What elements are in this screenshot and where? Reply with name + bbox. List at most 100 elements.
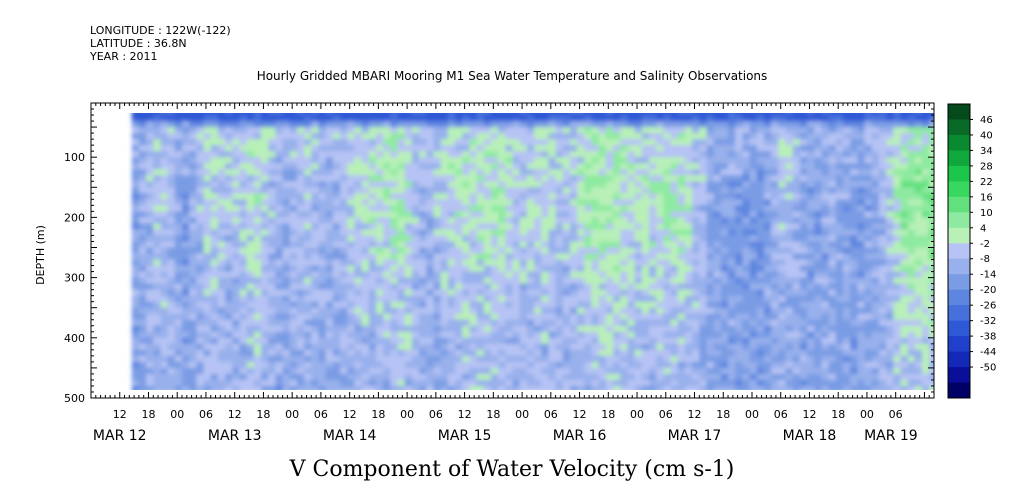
heatmap-cell — [253, 373, 262, 381]
heatmap-cell — [713, 139, 722, 146]
heatmap-cell — [713, 223, 722, 230]
heatmap-cell — [182, 151, 190, 158]
heatmap-cell — [440, 145, 449, 152]
heatmap-cell — [735, 277, 743, 285]
heatmap-cell — [835, 205, 844, 212]
heatmap-cell — [799, 241, 808, 249]
heatmap-cell — [886, 145, 894, 152]
heatmap-cell — [742, 337, 751, 345]
heatmap-cell — [620, 265, 629, 273]
heatmap-cell — [821, 307, 830, 315]
heatmap-cell — [282, 133, 291, 140]
heatmap-cell — [347, 307, 356, 315]
heatmap-cell — [426, 277, 435, 285]
heatmap-cell — [792, 205, 801, 212]
heatmap-cell — [203, 265, 212, 273]
heatmap-cell — [634, 187, 643, 194]
heatmap-cell — [878, 295, 887, 303]
heatmap-cell — [174, 235, 183, 242]
heatmap-cell — [131, 157, 140, 164]
heatmap-cell — [447, 373, 456, 381]
heatmap-cell — [483, 295, 492, 303]
heatmap-cell — [720, 379, 729, 387]
heatmap-cell — [347, 205, 356, 212]
heatmap-cell — [383, 169, 391, 176]
heatmap-cell — [498, 386, 506, 390]
heatmap-cell — [605, 373, 614, 381]
heatmap-cell — [641, 193, 650, 200]
heatmap-cell — [620, 139, 629, 146]
heatmap-cell — [261, 361, 269, 369]
heatmap-cell — [282, 211, 291, 218]
heatmap-cell — [282, 247, 291, 255]
heatmap-cell — [562, 259, 571, 267]
heatmap-cell — [534, 223, 542, 230]
heatmap-cell — [843, 205, 851, 212]
heatmap-cell — [634, 343, 643, 351]
heatmap-cell — [864, 259, 873, 267]
heatmap-cell — [684, 229, 693, 236]
heatmap-cell — [878, 325, 887, 333]
heatmap-cell — [462, 193, 470, 200]
heatmap-cell — [383, 187, 391, 194]
heatmap-cell — [189, 373, 197, 381]
heatmap-cell — [189, 127, 197, 134]
heatmap-cell — [332, 157, 341, 164]
heatmap-cell — [821, 379, 830, 387]
heatmap-cell — [692, 247, 700, 255]
heatmap-cell — [598, 193, 607, 200]
heatmap-cell — [828, 307, 837, 315]
heatmap-cell — [728, 181, 736, 188]
heatmap-cell — [253, 367, 262, 375]
heatmap-cell — [318, 319, 327, 327]
heatmap-cell — [232, 355, 241, 363]
heatmap-cell — [526, 133, 535, 140]
heatmap-cell — [548, 331, 557, 339]
heatmap-cell — [261, 127, 269, 134]
heatmap-cell — [526, 325, 535, 333]
heatmap-cell — [469, 379, 478, 387]
heatmap-cell — [598, 307, 607, 315]
heatmap-cell — [483, 319, 492, 327]
heatmap-cell — [771, 145, 779, 152]
heatmap-cell — [656, 169, 664, 176]
heatmap-cell — [857, 133, 866, 140]
heatmap-cell — [843, 169, 851, 176]
heatmap-cell — [886, 386, 894, 390]
heatmap-cell — [663, 367, 672, 375]
heatmap-cell — [771, 307, 779, 315]
heatmap-cell — [677, 283, 686, 291]
heatmap-cell — [261, 223, 269, 230]
heatmap-cell — [289, 187, 298, 194]
heatmap-cell — [153, 271, 162, 279]
heatmap-cell — [246, 145, 255, 152]
heatmap-cell — [519, 379, 528, 387]
heatmap-cell — [304, 295, 312, 303]
heatmap-cell — [476, 367, 485, 375]
heatmap-cell — [771, 349, 779, 357]
heatmap-cell — [526, 373, 535, 381]
heatmap-cell — [627, 217, 636, 224]
heatmap-cell — [196, 113, 205, 116]
heatmap-cell — [548, 301, 557, 309]
heatmap-cell — [749, 235, 758, 242]
heatmap-cell — [843, 247, 851, 255]
heatmap-cell — [684, 127, 693, 134]
heatmap-cell — [613, 283, 621, 291]
heatmap-cell — [196, 211, 205, 218]
heatmap-cell — [411, 229, 420, 236]
heatmap-cell — [713, 367, 722, 375]
heatmap-cell — [440, 235, 449, 242]
heatmap-cell — [519, 277, 528, 285]
heatmap-cell — [620, 181, 629, 188]
heatmap-cell — [325, 121, 334, 128]
heatmap-cell — [534, 115, 542, 122]
heatmap-cell — [419, 151, 427, 158]
heatmap-cell — [182, 325, 190, 333]
heatmap-cell — [325, 235, 334, 242]
heatmap-cell — [203, 145, 212, 152]
heatmap-cell — [649, 163, 657, 170]
heatmap-cell — [297, 235, 305, 242]
heatmap-cell — [778, 181, 787, 188]
heatmap-cell — [548, 283, 557, 291]
